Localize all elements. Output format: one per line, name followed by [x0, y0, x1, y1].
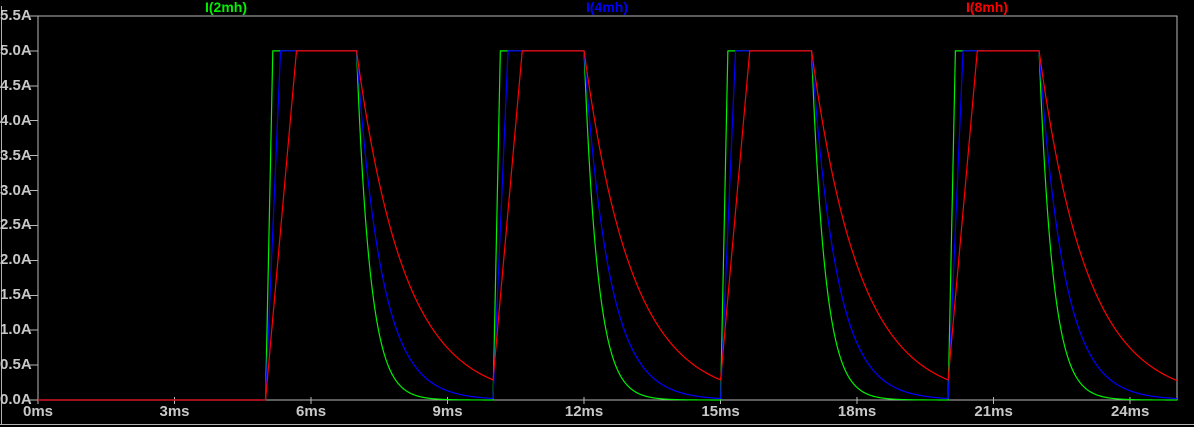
- y-axis-tick-label: 1.5A: [0, 286, 32, 304]
- x-axis-tick-label: 9ms: [432, 403, 463, 420]
- legend-trace-8mh[interactable]: I(8mh): [966, 0, 1008, 15]
- pane-edge-bottom: [0, 424, 1194, 425]
- y-axis-tick-label: 2.5A: [0, 216, 32, 234]
- pane-edge-left: [1, 6, 2, 424]
- x-axis-tick-label: 15ms: [701, 403, 740, 420]
- plot-border: [37, 15, 1178, 401]
- y-axis-tick-label: 2.0A: [0, 251, 32, 269]
- trace-2mh[interactable]: [37, 50, 1178, 401]
- y-axis-tick-label: 4.5A: [0, 76, 32, 94]
- x-axis-tick-label: 3ms: [159, 403, 190, 420]
- x-axis-tick-label: 18ms: [837, 403, 877, 420]
- x-axis-tick-label: 0ms: [22, 403, 54, 420]
- x-axis-tick-label: 12ms: [564, 403, 604, 420]
- x-axis-tick-label: 21ms: [974, 403, 1013, 420]
- y-axis-tick-label: 5.5A: [0, 7, 32, 24]
- legend-trace-2mh[interactable]: I(2mh): [205, 0, 247, 15]
- legend-trace-4mh[interactable]: I(4mh): [586, 0, 628, 15]
- trace-4mh[interactable]: [37, 50, 1178, 401]
- trace-8mh[interactable]: [37, 50, 1178, 401]
- y-axis-tick-label: 4.0A: [0, 111, 32, 129]
- y-axis-tick-label: 0.0A: [0, 391, 32, 408]
- x-axis-tick-label: 24ms: [1110, 403, 1150, 420]
- y-axis-tick-label: 1.0A: [0, 321, 32, 339]
- y-axis-tick-label: 3.0A: [0, 181, 32, 199]
- y-axis-tick-label: 5.0A: [0, 41, 32, 59]
- y-axis-tick-label: 0.5A: [0, 356, 32, 374]
- x-axis-tick-label: 6ms: [296, 403, 327, 420]
- y-axis-tick-label: 3.5A: [0, 146, 32, 164]
